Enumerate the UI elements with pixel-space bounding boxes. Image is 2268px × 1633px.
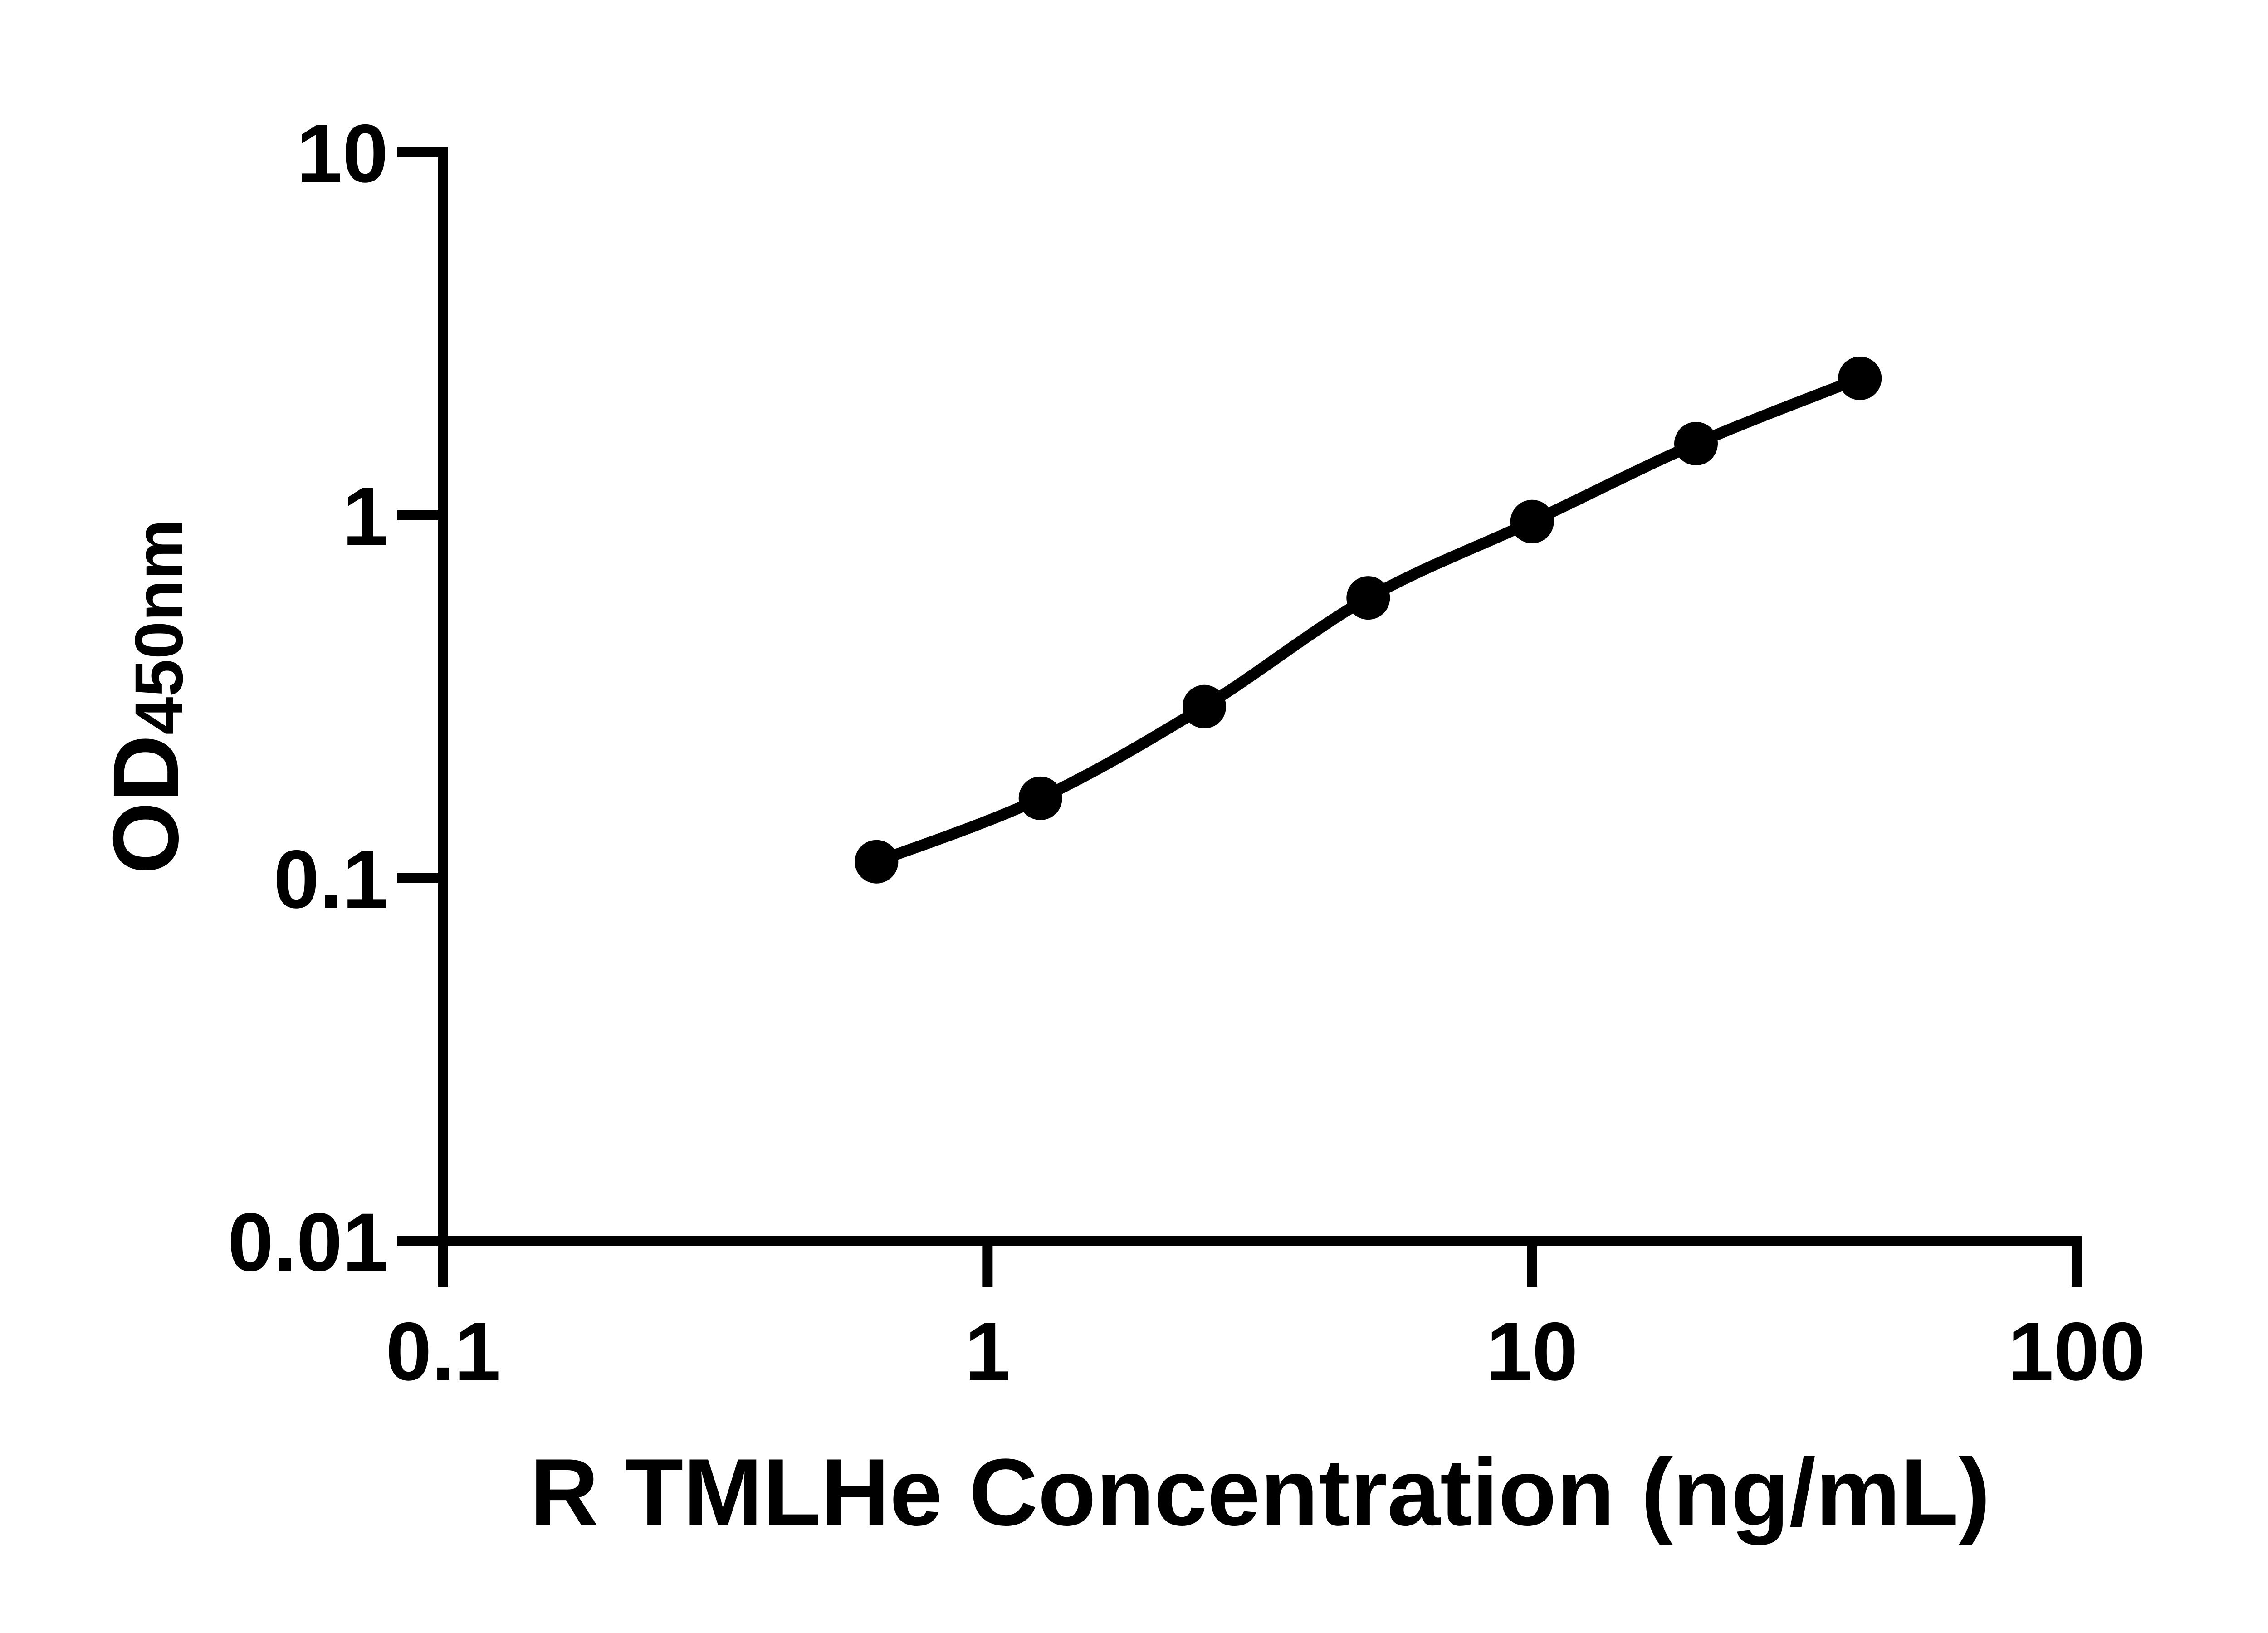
- data-point-0.625: [855, 840, 899, 884]
- y-tick-label-0.1: 0.1: [274, 833, 388, 925]
- tick-marks: [397, 147, 2082, 1287]
- y-axis-title: OD450nm: [94, 519, 198, 875]
- y-axis-title-main: OD: [94, 735, 198, 875]
- data-point-40: [1838, 357, 1882, 400]
- data-point-5: [1346, 576, 1390, 620]
- y-tick-label-1: 1: [342, 470, 388, 562]
- x-tick-label-10: 10: [1486, 1305, 1578, 1398]
- tick-labels: 0.1 1 10 100 10 1 0.1 0.01: [228, 107, 2146, 1398]
- data-points: [855, 357, 1882, 884]
- x-axis-title: R TMLHe Concentration (ng/mL): [530, 1439, 1990, 1545]
- data-point-20: [1674, 422, 1718, 465]
- data-point-2.5: [1183, 684, 1226, 728]
- x-tick-label-0.1: 0.1: [386, 1305, 500, 1398]
- x-tick-label-100: 100: [2008, 1305, 2146, 1398]
- data-point-10: [1510, 499, 1554, 543]
- y-tick-label-0.01: 0.01: [228, 1196, 388, 1288]
- y-tick-label-10: 10: [297, 107, 388, 200]
- x-tick-label-1: 1: [965, 1305, 1011, 1398]
- y-axis-title-sub: 450nm: [121, 519, 197, 735]
- data-point-1.25: [1018, 776, 1062, 820]
